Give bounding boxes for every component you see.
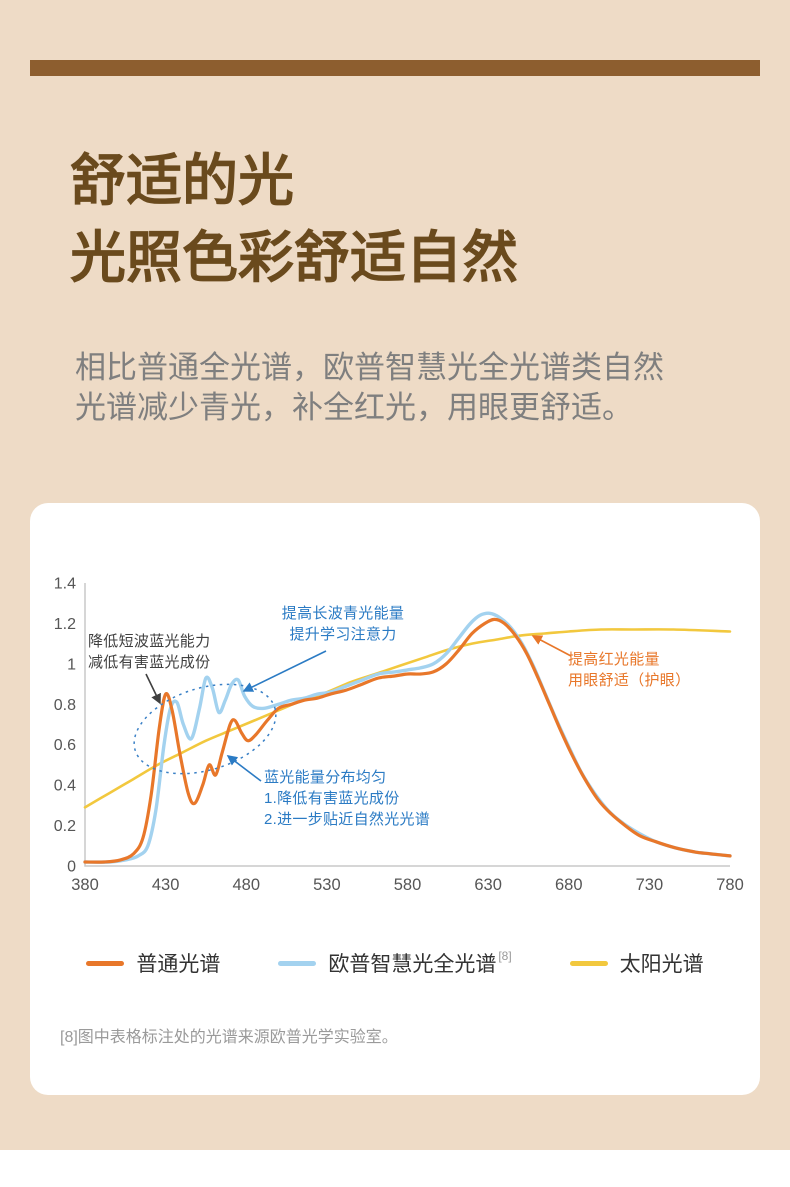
x-tick-label: 630 (474, 876, 502, 894)
annotation-reduce-shortwave: 降低短波蓝光能力 减低有害蓝光成份 (88, 631, 210, 673)
y-tick-label: 0.4 (54, 778, 76, 795)
chart-legend: 普通光谱 欧普智慧光全光谱 [8] 太阳光谱 (30, 949, 760, 977)
promo-page: 舒适的光 光照色彩舒适自然 相比普通全光谱，欧普智慧光全光谱类自然 光谱减少青光… (0, 0, 790, 1150)
y-tick-label: 0 (67, 859, 76, 876)
x-tick-label: 380 (71, 876, 99, 894)
y-tick-label: 0.8 (54, 697, 76, 714)
annotation-line: 提高长波青光能量 (281, 605, 405, 622)
annotation-line: 1.降低有害蓝光成份 (264, 790, 400, 807)
y-tick-label: 1.4 (54, 576, 76, 593)
legend-swatch-sun-spectrum (569, 960, 608, 966)
y-tick-label: 1 (67, 656, 76, 673)
subtitle: 相比普通全光谱，欧普智慧光全光谱类自然 光谱减少青光，补全红光，用眼更舒适。 (75, 348, 790, 428)
x-tick-label: 480 (232, 876, 260, 894)
annotation-boost-red: 提高红光能量 用眼舒适（护眼） (568, 649, 690, 691)
accent-bar (30, 60, 760, 76)
arrow-boost-longwave-cyan (242, 650, 327, 692)
annotation-line: 提升学习注意力 (289, 626, 397, 643)
legend-label-normal-spectrum: 普通光谱 (136, 953, 221, 976)
x-tick-label: 580 (394, 876, 422, 894)
chart-series (83, 611, 732, 864)
blue-region-highlight-ellipse (133, 683, 277, 775)
annotation-line: 用眼舒适（护眼） (568, 672, 691, 689)
annotation-boost-longwave-cyan: 提高长波青光能量 提升学习注意力 (252, 603, 434, 645)
y-tick-label: 0.2 (54, 818, 76, 835)
subtitle-line-2: 光谱减少青光，补全红光，用眼更舒适。 (75, 390, 633, 425)
x-tick-label: 680 (555, 876, 583, 894)
arrow-reduce-shortwave (145, 673, 161, 705)
arrow-boost-red (531, 635, 572, 657)
x-tick-label: 730 (636, 876, 664, 894)
legend-superscript: [8] (498, 949, 512, 963)
annotation-blue-energy-distribution: 蓝光能量分布均匀 1.降低有害蓝光成份 2.进一步贴近自然光光谱 (264, 767, 430, 830)
page-title-line-2: 光照色彩舒适自然 (70, 226, 518, 289)
annotation-line: 减低有害蓝光成份 (88, 654, 211, 671)
annotation-line: 提高红光能量 (568, 651, 660, 668)
spectrum-chart: 0 0.2 0.4 0.6 0.8 1 1.2 1.4 380 430 480 530 580 630 68… (30, 503, 760, 943)
subtitle-line-1: 相比普通全光谱，欧普智慧光全光谱类自然 (75, 350, 664, 385)
axis-lines (84, 583, 730, 867)
legend-label-opple-full-spectrum: 欧普智慧光全光谱 (328, 953, 497, 976)
annotation-line: 蓝光能量分布均匀 (264, 769, 387, 786)
x-tick-label: 530 (313, 876, 341, 894)
chart-overlay (133, 635, 572, 782)
legend-label-sun-spectrum: 太阳光谱 (619, 953, 704, 976)
page-title: 舒适的光 光照色彩舒适自然 (70, 142, 790, 296)
legend-item-sun-spectrum: 太阳光谱 (569, 948, 704, 978)
annotation-line: 2.进一步贴近自然光光谱 (264, 811, 431, 828)
series-normal-spectrum-path (83, 617, 732, 864)
y-tick-label: 1.2 (54, 616, 76, 633)
y-tick-label: 0.6 (54, 737, 76, 754)
chart-card: 0 0.2 0.4 0.6 0.8 1 1.2 1.4 380 430 480 530 580 630 68… (30, 503, 760, 1095)
chart-axes: 0 0.2 0.4 0.6 0.8 1 1.2 1.4 380 430 480 530 580 630 68… (54, 576, 744, 895)
annotation-line: 降低短波蓝光能力 (88, 633, 211, 650)
legend-swatch-normal-spectrum (86, 960, 125, 966)
x-tick-label: 430 (152, 876, 180, 894)
x-tick-label: 780 (716, 876, 744, 894)
arrow-blue-energy-distribution (226, 755, 262, 782)
page-title-line-1: 舒适的光 (70, 149, 294, 212)
spectrum-chart-svg: 0 0.2 0.4 0.6 0.8 1 1.2 1.4 380 430 480 530 580 630 68… (54, 576, 744, 895)
legend-swatch-opple-full-spectrum (278, 960, 317, 966)
legend-item-normal-spectrum: 普通光谱 (86, 948, 220, 978)
footnote: [8]图中表格标注处的光谱来源欧普光学实验室。 (60, 1029, 398, 1046)
legend-item-opple-full-spectrum: 欧普智慧光全光谱 [8] (278, 948, 512, 978)
